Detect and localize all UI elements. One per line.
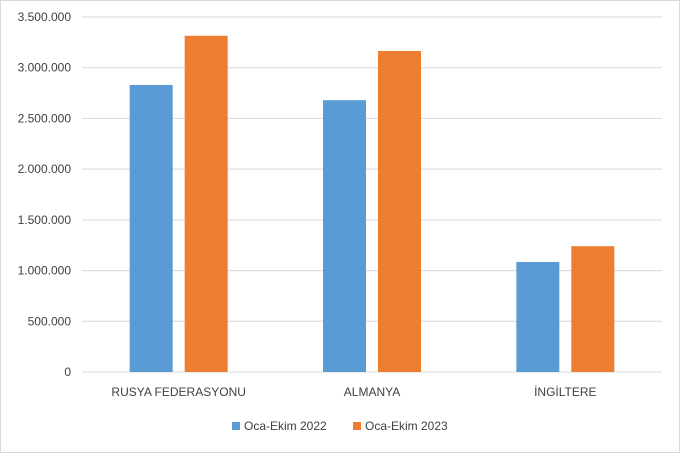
legend: Oca-Ekim 2022 Oca-Ekim 2023 <box>232 419 448 433</box>
y-tick-label: 2.500.000 <box>18 111 72 125</box>
y-tick-label: 2.000.000 <box>18 162 72 176</box>
x-category-label: ALMANYA <box>344 385 400 399</box>
y-tick-label: 500.000 <box>28 314 72 328</box>
x-category-label: RUSYA FEDERASYONU <box>111 385 245 399</box>
y-tick-label: 0 <box>64 365 71 379</box>
legend-label: Oca-Ekim 2023 <box>365 419 448 433</box>
bar-2023-0 <box>184 35 228 373</box>
bar-2022-0 <box>129 84 173 372</box>
y-tick-label: 1.000.000 <box>18 264 72 278</box>
bars <box>129 35 615 373</box>
bar-2022-1 <box>323 100 366 373</box>
bar-2022-2 <box>516 261 560 372</box>
gridlines <box>82 16 662 373</box>
bar-2023-1 <box>378 50 421 372</box>
y-tick-label: 3.500.000 <box>18 10 72 24</box>
x-axis-categories: RUSYA FEDERASYONU ALMANYA İNGİLTERE <box>111 385 596 399</box>
y-tick-label: 3.000.000 <box>18 61 72 75</box>
legend-swatch <box>232 422 240 430</box>
x-category-label: İNGİLTERE <box>534 385 596 399</box>
bar-2023-2 <box>571 246 615 372</box>
legend-swatch <box>353 422 361 430</box>
y-tick-label: 1.500.000 <box>18 213 72 227</box>
legend-label: Oca-Ekim 2022 <box>244 419 327 433</box>
y-axis-ticks: 0 500.000 1.000.000 1.500.000 2.000.000 2.500… <box>18 10 72 379</box>
